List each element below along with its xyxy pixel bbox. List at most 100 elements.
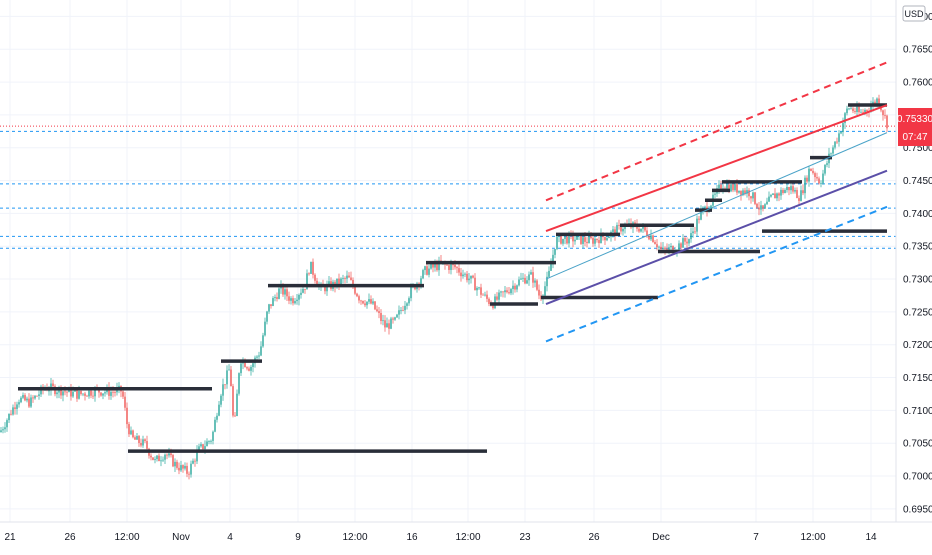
candle-body (514, 285, 516, 290)
candle-body (202, 444, 204, 450)
candle-body (306, 273, 308, 290)
candle-body (0, 430, 2, 433)
candle-body (682, 238, 684, 248)
time-tick-label: 9 (295, 532, 301, 543)
candle-body (138, 436, 140, 443)
candle-body (456, 267, 458, 269)
candle-body (368, 299, 370, 302)
time-tick-label: 12:00 (342, 532, 367, 543)
candle-body (132, 430, 134, 438)
candle-body (842, 123, 844, 133)
time-axis[interactable]: 21 26 12:00 Nov 4 9 12:00 16 12:00 23 26 Dec 7 12:00 1… (0, 521, 932, 550)
candle-body (214, 419, 216, 432)
candle-body (550, 264, 552, 271)
trend-line[interactable] (545, 132, 888, 280)
price-axis-background (896, 0, 932, 522)
candle-body (792, 186, 794, 192)
candle-body (374, 301, 376, 310)
candle-body (664, 247, 666, 249)
candle-body (462, 274, 464, 277)
candle-body (746, 190, 748, 194)
candle-body (30, 397, 32, 407)
candle-body (234, 415, 236, 417)
candle-body (264, 321, 266, 336)
candle-body (802, 190, 804, 194)
candle-body (392, 318, 394, 320)
candle-body (572, 234, 574, 242)
candle-body (650, 235, 652, 240)
candle-body (240, 363, 242, 374)
candle-body (860, 111, 862, 113)
candle-body (642, 226, 644, 229)
candle-body (326, 284, 328, 292)
candle-body (270, 304, 272, 306)
candle-body (774, 193, 776, 199)
candle-body (70, 388, 72, 397)
candle-body (198, 446, 200, 451)
candle-body (474, 277, 476, 291)
candle-body (804, 177, 806, 194)
candle-body (810, 168, 812, 171)
candle-body (94, 388, 96, 397)
trend-line[interactable] (545, 104, 888, 233)
candle-body (596, 238, 598, 241)
candle-body (482, 294, 484, 296)
candle-body (840, 132, 842, 134)
candle-body (852, 108, 854, 112)
trend-line[interactable] (545, 169, 888, 305)
candle-body (730, 184, 732, 192)
candle-body (714, 193, 716, 195)
candle-body (194, 460, 196, 462)
candle-body (436, 264, 438, 271)
candle-body (146, 441, 148, 449)
candle-body (694, 231, 696, 233)
candle-body (634, 222, 636, 225)
candle-body (590, 236, 592, 239)
candle-body (742, 190, 744, 195)
currency-badge[interactable] (902, 5, 926, 22)
candle-body (314, 274, 316, 281)
candle-body (794, 189, 796, 192)
candle-body (450, 264, 452, 270)
candle-body (20, 397, 22, 403)
time-tick-label: 26 (588, 532, 600, 543)
candle-body (376, 309, 378, 312)
time-tick-label: 12:00 (114, 532, 139, 543)
candle-body (112, 391, 114, 393)
candle-body (248, 368, 250, 371)
trend-line[interactable] (545, 205, 888, 343)
time-tick-label: Nov (172, 532, 190, 543)
candle-body (568, 233, 570, 244)
candle-body (378, 311, 380, 313)
candle-body (186, 465, 188, 474)
candle-body (316, 280, 318, 286)
candle-body (372, 301, 374, 304)
candle-body (258, 355, 260, 357)
candle-body (308, 273, 310, 275)
candle-body (396, 314, 398, 318)
price-axis[interactable]: 0.770000.765000.760000.755000.750000.745… (895, 0, 932, 522)
candle-body (328, 281, 330, 285)
candle-body (584, 237, 586, 242)
candle-body (452, 264, 454, 266)
candle-body (166, 454, 168, 456)
candle-body (582, 237, 584, 244)
candle-body (232, 386, 234, 416)
trend-line[interactable] (545, 61, 888, 202)
candle-body (502, 291, 504, 293)
candle-body (398, 310, 400, 315)
candle-body (524, 277, 526, 284)
candle-body (2, 429, 4, 431)
time-tick-label: 12:00 (455, 532, 480, 543)
candle-body (4, 427, 6, 430)
candle-body (222, 384, 224, 396)
candle-body (760, 205, 762, 210)
candle-body (288, 296, 290, 301)
